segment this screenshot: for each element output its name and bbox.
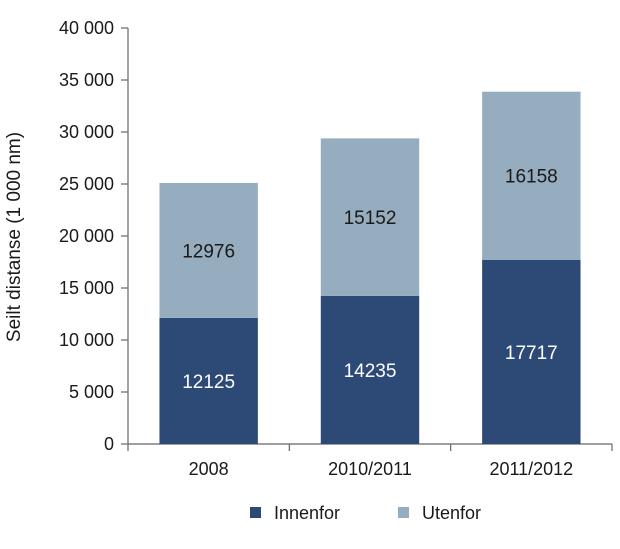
x-tick-label: 2010/2011 xyxy=(328,459,412,479)
data-labels: 12125 12976 14235 15152 17717 16158 xyxy=(182,167,558,393)
legend-swatch-innenfor xyxy=(250,507,261,518)
bar-innenfor xyxy=(159,317,258,444)
data-label: 17717 xyxy=(505,343,558,364)
bar-utenfor xyxy=(482,91,581,260)
legend: Innenfor Utenfor xyxy=(250,503,481,523)
y-tick-label: 15 000 xyxy=(59,278,114,298)
y-tick-label: 0 xyxy=(104,434,114,454)
bar-utenfor xyxy=(320,138,420,296)
legend-label-innenfor: Innenfor xyxy=(274,503,340,523)
y-tick-label: 20 000 xyxy=(59,226,114,246)
y-axis-title: Seilt distanse (1 000 nm) xyxy=(4,132,25,342)
bar-innenfor xyxy=(320,295,420,444)
y-tick-label: 25 000 xyxy=(59,174,114,194)
y-tick-label: 35 000 xyxy=(59,70,114,90)
bars xyxy=(159,91,581,444)
data-label: 16158 xyxy=(505,167,558,188)
legend-label-utenfor: Utenfor xyxy=(422,503,481,523)
y-axis: 0 5 000 10 000 15 000 20 000 25 000 30 000 35 0… xyxy=(59,18,129,454)
x-tick-label: 2011/2012 xyxy=(489,459,573,479)
legend-swatch-utenfor xyxy=(398,507,409,518)
y-tick-label: 30 000 xyxy=(59,122,114,142)
data-label: 15152 xyxy=(344,208,397,229)
y-tick-label: 10 000 xyxy=(59,330,114,350)
data-label: 12125 xyxy=(182,372,235,393)
bar-utenfor xyxy=(159,182,258,318)
data-label: 12976 xyxy=(182,241,235,262)
y-tick-label: 40 000 xyxy=(59,18,114,38)
bar-innenfor xyxy=(482,259,581,444)
x-axis: 2008 2010/2011 2011/2012 xyxy=(127,443,613,479)
data-label: 14235 xyxy=(344,361,397,382)
x-tick-label: 2008 xyxy=(189,459,229,479)
y-tick-label: 5 000 xyxy=(69,382,114,402)
